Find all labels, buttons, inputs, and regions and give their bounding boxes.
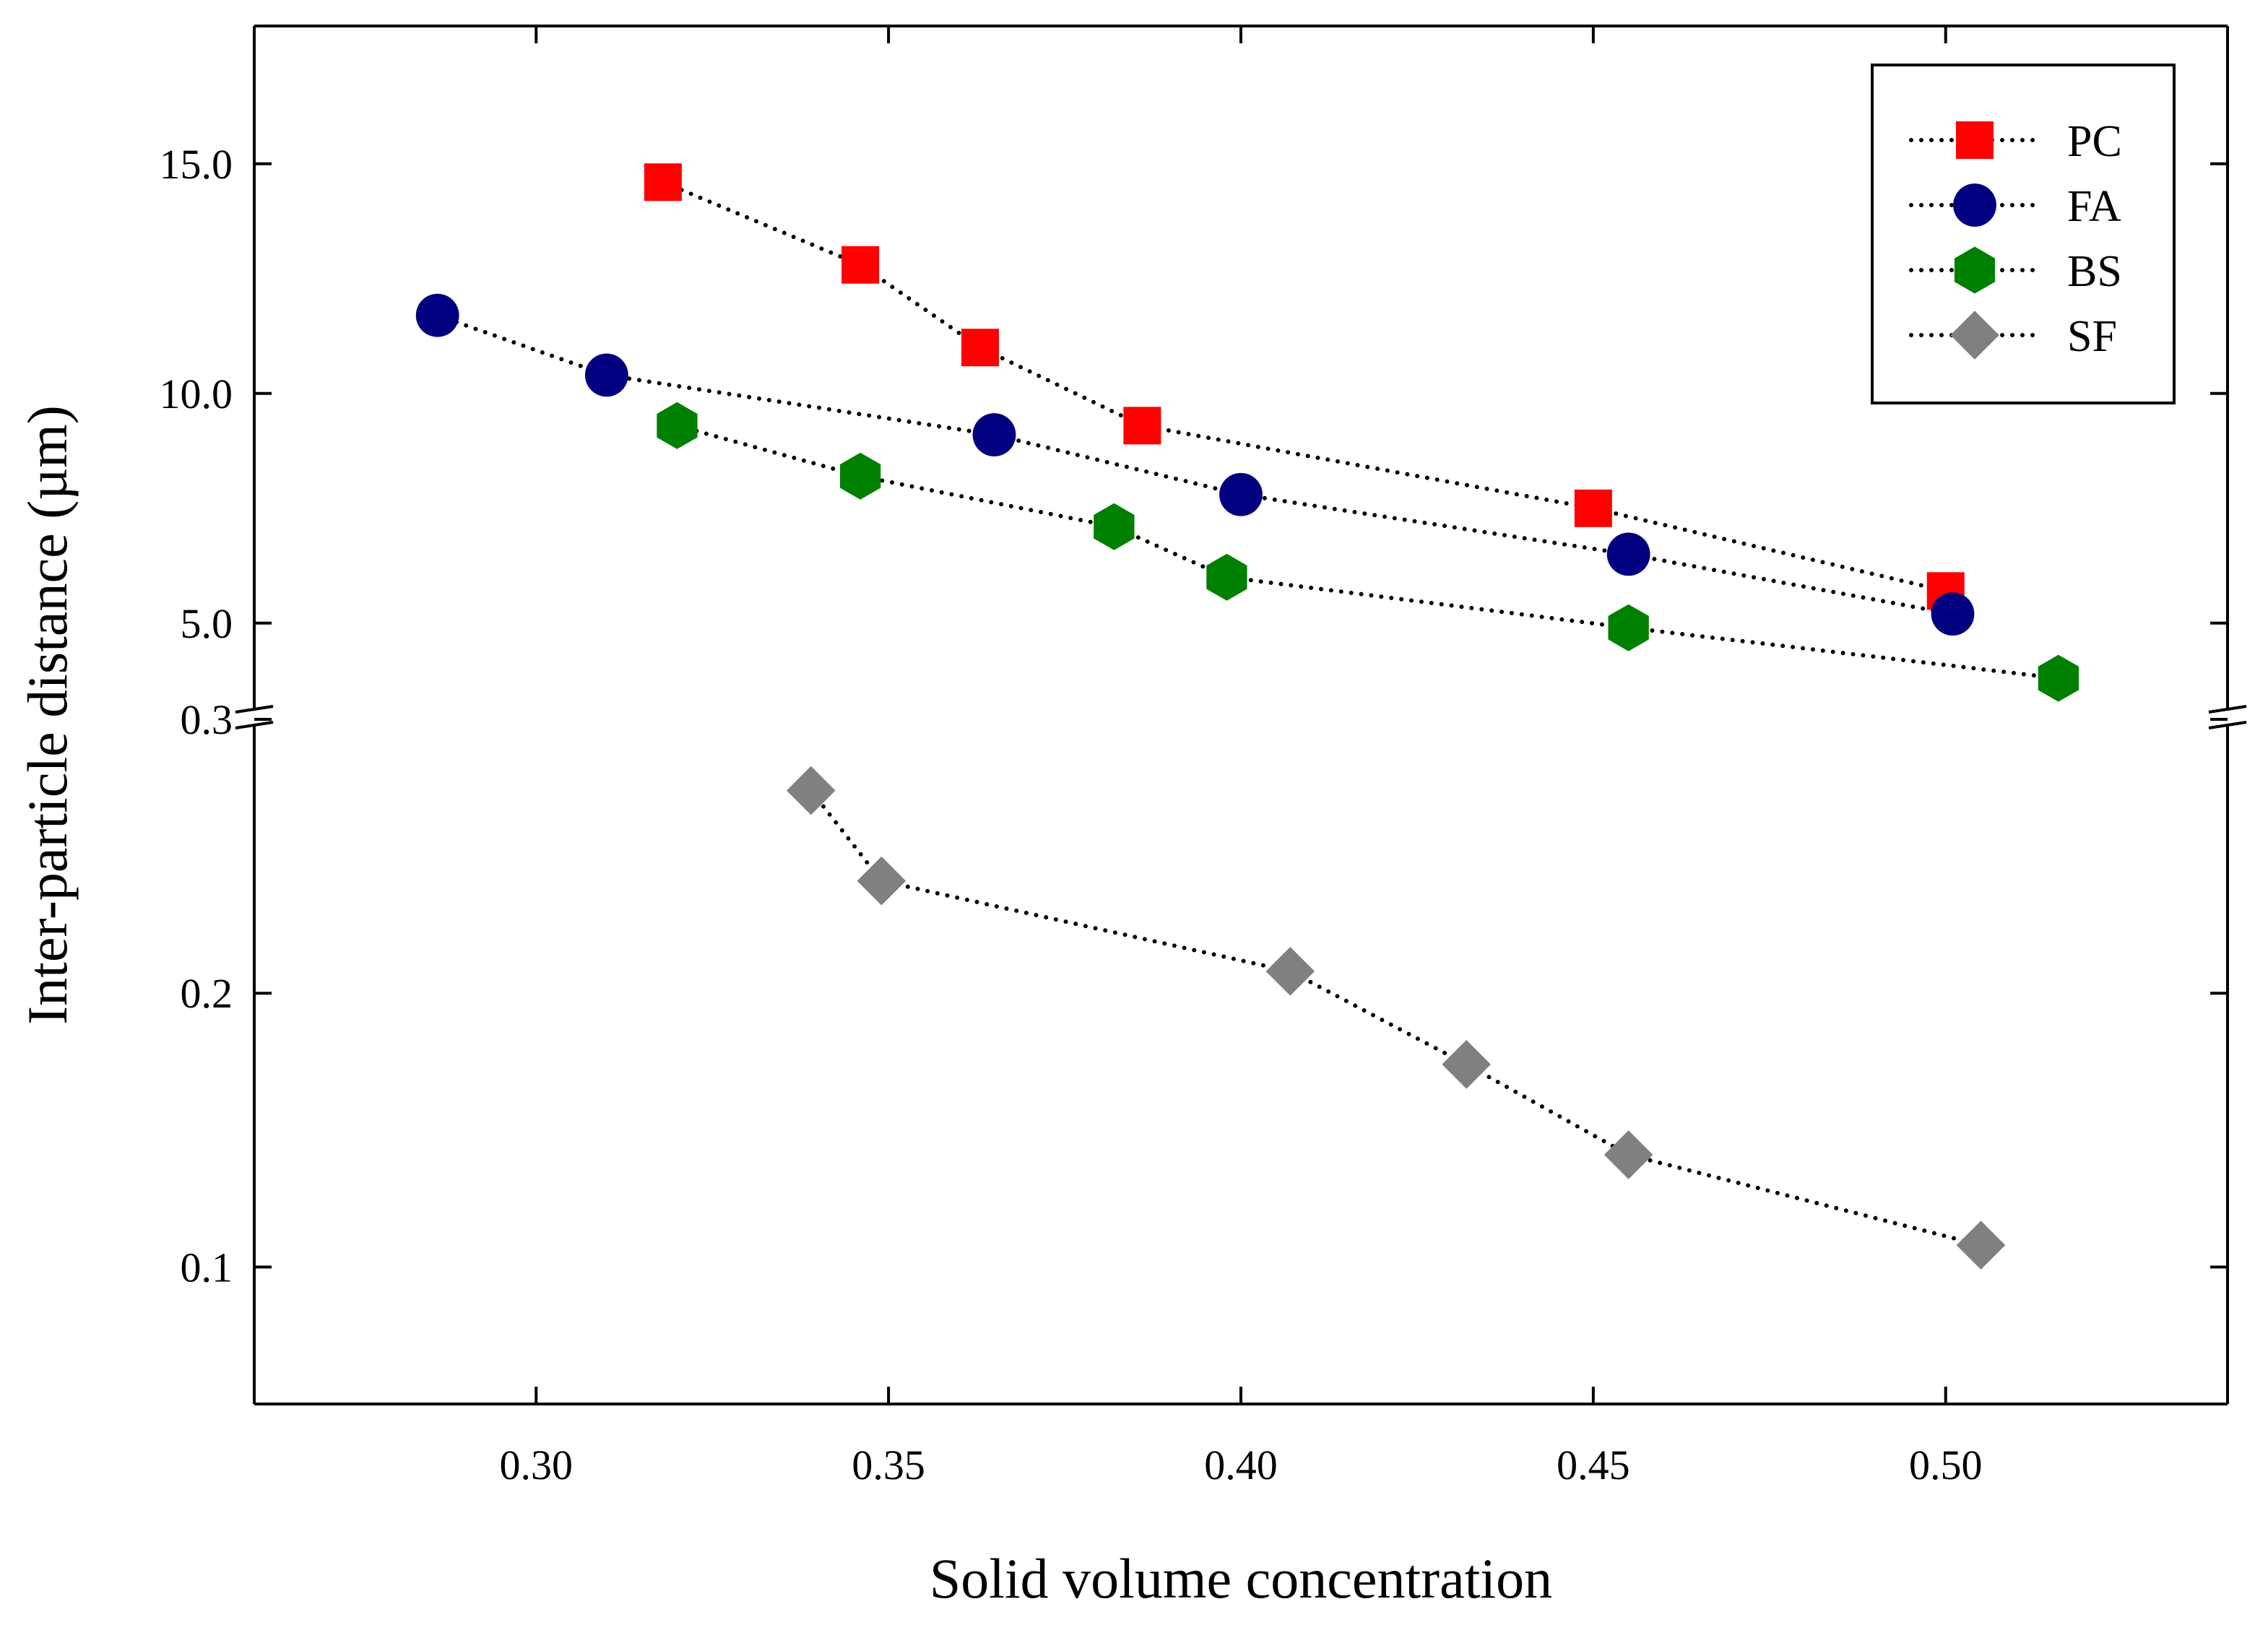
x-tick-label: 0.35 <box>852 1442 925 1488</box>
legend-marker-pc <box>1956 121 1994 159</box>
data-point-bs <box>840 452 881 500</box>
data-point-bs <box>2038 654 2079 702</box>
data-point-bs <box>1094 503 1135 550</box>
data-point-bs <box>657 402 698 449</box>
y-tick-label: 10.0 <box>160 370 233 417</box>
axis-break-mark <box>235 721 274 729</box>
axis-ticks: 0.30 0.35 0.40 0.45 0.50 5.0 10.0 15.0 0.1 0.2 0.3 <box>160 26 2228 1488</box>
data-point-fa <box>972 413 1016 456</box>
series-line-sf <box>808 788 1983 1248</box>
axis-break-mark <box>235 705 274 714</box>
series-lines <box>435 180 2061 1248</box>
series-markers <box>415 163 2079 1270</box>
x-tick-label: 0.45 <box>1557 1442 1630 1488</box>
data-point-fa <box>415 293 459 337</box>
y-tick-label: 15.0 <box>160 141 233 188</box>
data-point-fa <box>1931 592 1975 636</box>
y-tick-label: 0.3 <box>181 696 233 743</box>
series-line-pc <box>660 180 1948 594</box>
data-point-sf <box>1265 947 1315 996</box>
x-tick-label: 0.40 <box>1204 1442 1278 1488</box>
data-point-pc <box>1123 407 1161 445</box>
data-point-sf <box>1442 1039 1492 1089</box>
data-point-fa <box>584 353 628 397</box>
x-tick-label: 0.50 <box>1909 1442 1983 1488</box>
legend-label-pc: PC <box>2067 117 2122 166</box>
axis-break-mark <box>2208 705 2247 714</box>
legend: PC FA BS SF <box>1871 64 2176 404</box>
data-point-bs <box>1608 604 1649 651</box>
legend-label-bs: BS <box>2067 247 2122 296</box>
x-tick-label: 0.30 <box>500 1442 574 1488</box>
data-point-pc <box>1574 489 1612 527</box>
legend-label-sf: SF <box>2067 312 2117 361</box>
data-point-fa <box>1219 472 1263 516</box>
legend-label-fa: FA <box>2067 182 2121 231</box>
legend-marker-fa <box>1953 183 1996 227</box>
data-point-sf <box>1603 1130 1653 1179</box>
data-point-sf <box>787 766 836 815</box>
series-line-bs <box>675 423 2061 681</box>
data-point-sf <box>1956 1221 2006 1270</box>
y-tick-label: 0.2 <box>181 970 233 1017</box>
data-point-fa <box>1606 532 1650 576</box>
axis-break-mark <box>2208 721 2247 729</box>
data-point-bs <box>1206 553 1247 601</box>
legend-box <box>1871 64 2176 404</box>
data-point-sf <box>857 856 906 906</box>
y-axis-title: Inter-particle distance (µm) <box>16 405 79 1025</box>
series-line-fa <box>435 313 1955 617</box>
x-axis-title: Solid volume concentration <box>930 1547 1552 1610</box>
y-tick-label: 0.1 <box>181 1244 233 1291</box>
data-point-pc <box>644 163 682 202</box>
data-point-pc <box>841 246 880 284</box>
legend-marker-bs <box>1954 246 1996 294</box>
data-point-pc <box>961 329 999 367</box>
legend-marker-sf <box>1950 311 1999 360</box>
y-tick-label: 5.0 <box>181 600 233 647</box>
